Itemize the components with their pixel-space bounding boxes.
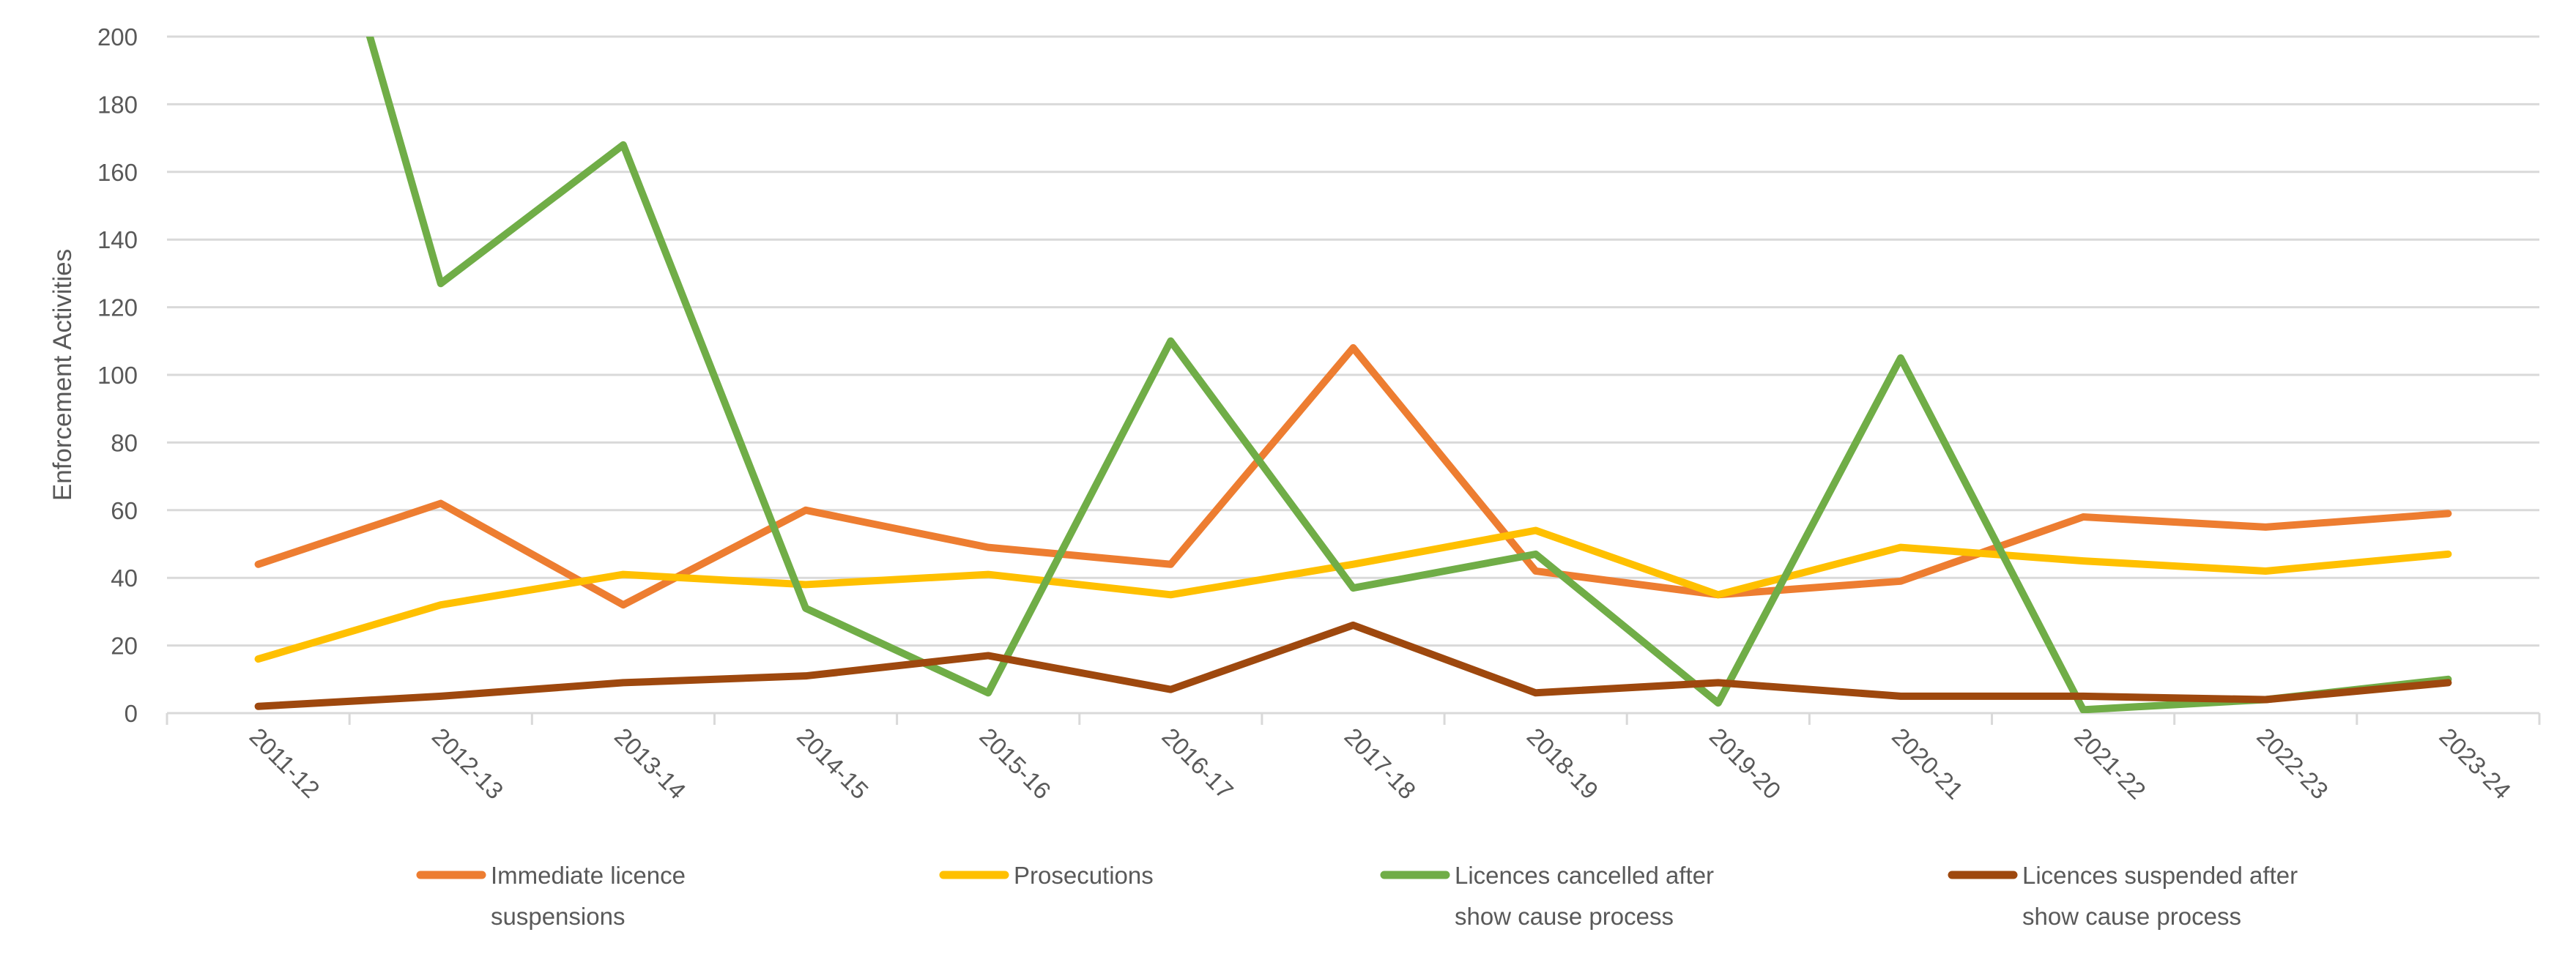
y-axis-ticks: 0 20 40 60 80 100 120 140 160 180 200: [97, 23, 138, 727]
x-tick-label: 2013-14: [609, 723, 691, 805]
x-tick-label: 2019-20: [1704, 723, 1786, 805]
x-tick-label: 2015-16: [974, 723, 1056, 805]
y-axis-title: Enforcement Activities: [48, 249, 77, 501]
legend-label: Immediate licence: [491, 862, 686, 889]
legend-label: Prosecutions: [1014, 862, 1154, 889]
legend-label: suspensions: [491, 903, 625, 930]
legend-item: Immediate licence suspensions: [416, 862, 686, 930]
y-tick-label: 200: [97, 23, 138, 51]
y-tick-label: 40: [111, 565, 138, 592]
x-tick-label: 2021-22: [2069, 723, 2151, 805]
y-tick-label: 120: [97, 294, 138, 321]
x-tick-label: 2018-19: [1522, 723, 1604, 805]
series-line-3: [254, 621, 2452, 710]
x-tick-label: 2017-18: [1340, 723, 1422, 805]
y-tick-label: 140: [97, 226, 138, 253]
legend-label: Licences cancelled after: [1455, 862, 1714, 889]
legend-item: Prosecutions: [939, 862, 1154, 889]
series-lines: [254, 37, 2452, 713]
x-tick-label: 2020-21: [1887, 723, 1969, 805]
legend-item: Licences cancelled after show cause proce…: [1380, 862, 1714, 930]
y-tick-label: 20: [111, 633, 138, 660]
x-axis: 2011-12 2012-13 2013-14 2014-15 2015-16 2016-…: [166, 713, 2541, 805]
series-line-1: [254, 526, 2452, 663]
gridlines: [167, 35, 2539, 715]
legend-item: Licences suspended after show cause proce…: [1948, 862, 2298, 930]
x-tick-label: 2016-17: [1157, 723, 1239, 805]
x-tick-label: 2011-12: [245, 723, 325, 803]
y-tick-label: 80: [111, 429, 138, 456]
x-tick-label: 2023-24: [2434, 723, 2516, 805]
y-tick-label: 160: [97, 159, 138, 186]
series-line-2: [365, 37, 2452, 713]
x-tick-label: 2022-23: [2252, 723, 2334, 805]
legend: Immediate licence suspensions Prosecutions…: [416, 862, 2298, 930]
legend-label: show cause process: [1455, 903, 1674, 930]
x-tick-label: 2012-13: [427, 723, 509, 805]
y-tick-label: 180: [97, 91, 138, 118]
y-tick-label: 100: [97, 362, 138, 389]
legend-label: Licences suspended after: [2022, 862, 2298, 889]
x-tick-label: 2014-15: [792, 723, 874, 805]
y-tick-label: 60: [111, 497, 138, 524]
y-tick-label: 0: [125, 700, 138, 727]
legend-label: show cause process: [2022, 903, 2241, 930]
